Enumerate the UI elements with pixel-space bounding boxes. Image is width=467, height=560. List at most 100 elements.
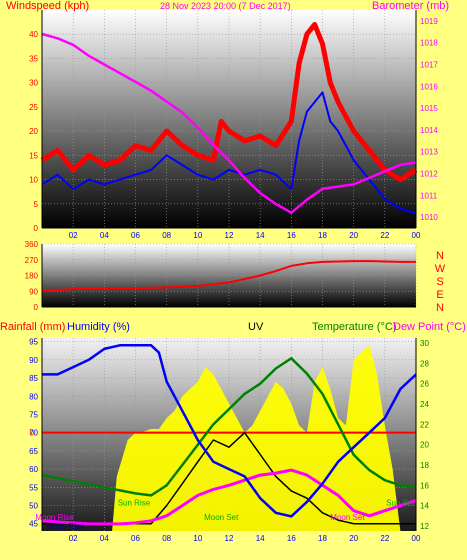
sun-moon-label: Sun Rise bbox=[118, 499, 151, 508]
compass-letter: N bbox=[436, 302, 444, 314]
left-tick-label: 0 bbox=[34, 303, 39, 312]
x-tick-label: 12 bbox=[225, 534, 234, 543]
x-tick-label: 18 bbox=[318, 231, 327, 240]
right-tick-label: 24 bbox=[420, 400, 429, 409]
x-tick-label: 16 bbox=[287, 534, 296, 543]
wind-direction-line bbox=[41, 260, 416, 292]
dewpoint-line bbox=[41, 468, 417, 526]
uv-axis-label: UV bbox=[248, 321, 264, 333]
right-tick-label: 1015 bbox=[420, 104, 438, 113]
sun-moon-label: Moon Rise bbox=[46, 522, 85, 531]
left-tick-label: 15 bbox=[29, 151, 38, 160]
wind-plot-area bbox=[42, 10, 416, 228]
x-tick-label: 02 bbox=[69, 534, 78, 543]
x-tick-label: 00 bbox=[412, 534, 421, 543]
right-tick-label: 1014 bbox=[420, 126, 438, 135]
left-tick-label: 180 bbox=[25, 272, 39, 281]
chart-title: 28 Nov 2023 20:00 (7 Dec 2017) bbox=[160, 1, 291, 11]
right-tick-label: 26 bbox=[420, 380, 429, 389]
left-tick-label: 20 bbox=[29, 127, 38, 136]
x-tick-label: 06 bbox=[131, 534, 140, 543]
right-tick-label: 1016 bbox=[420, 82, 438, 91]
x-tick-label: 22 bbox=[380, 231, 389, 240]
compass-letter: N bbox=[436, 250, 444, 262]
left-tick-label: 55 bbox=[29, 483, 38, 492]
compass-letter: S bbox=[436, 276, 443, 288]
x-tick-label: 10 bbox=[193, 534, 202, 543]
right-tick-label: 1019 bbox=[420, 17, 438, 26]
right-tick-label: 12 bbox=[420, 522, 429, 531]
x-tick-label: 12 bbox=[225, 231, 234, 240]
uv-line bbox=[42, 431, 416, 525]
left-tick-label: 360 bbox=[25, 240, 39, 249]
temperature-humidity-panel: 0 45 50 55 60 65 70 75 80 85 90 95 02 04 06 08 10 12 14 16… bbox=[0, 321, 466, 543]
direction-series bbox=[41, 260, 416, 292]
humidity-line bbox=[42, 344, 417, 518]
x-tick-label: 08 bbox=[162, 231, 171, 240]
x-tick-label: 02 bbox=[69, 231, 78, 240]
right-tick-label: 22 bbox=[420, 420, 429, 429]
x-tick-label: 06 bbox=[131, 231, 140, 240]
left-tick-label: 85 bbox=[29, 374, 38, 383]
right-tick-label: 1011 bbox=[420, 191, 438, 200]
rainfall-axis-label: Rainfall (mm) bbox=[0, 321, 65, 333]
right-tick-label: 30 bbox=[420, 339, 429, 348]
windspeed-average-line bbox=[41, 91, 417, 215]
right-tick-label: 28 bbox=[420, 359, 429, 368]
x-tick-label: 14 bbox=[256, 534, 265, 543]
right-tick-label: 1010 bbox=[420, 213, 438, 222]
x-tick-label: 20 bbox=[349, 231, 358, 240]
right-tick-label: 1017 bbox=[420, 61, 438, 70]
humidity-axis-label: Humidity (%) bbox=[67, 321, 130, 333]
x-tick-label: 10 bbox=[193, 231, 202, 240]
left-tick-label: 50 bbox=[29, 502, 38, 511]
right-tick-label: 1013 bbox=[420, 148, 438, 157]
windspeed-axis-label: Windspeed (kph) bbox=[6, 0, 89, 12]
left-tick-label: 90 bbox=[29, 356, 38, 365]
left-tick-label: 35 bbox=[29, 54, 38, 63]
windspeed-gust-line bbox=[40, 22, 418, 183]
right-tick-label: 16 bbox=[420, 481, 429, 490]
right-tick-label: 20 bbox=[420, 441, 429, 450]
left-tick-label: 45 bbox=[29, 520, 38, 529]
right-tick-label: 1012 bbox=[420, 170, 438, 179]
x-tick-label: 14 bbox=[256, 231, 265, 240]
left-tick-label: 10 bbox=[29, 176, 38, 185]
left-tick-label: 270 bbox=[25, 256, 39, 265]
sun-moon-label: Sun Set bbox=[386, 499, 415, 508]
x-tick-label: 18 bbox=[318, 534, 327, 543]
left-tick-label: 90 bbox=[29, 287, 38, 296]
x-tick-label: 08 bbox=[162, 534, 171, 543]
barometer-line bbox=[41, 32, 417, 214]
temp-series: 0 bbox=[30, 344, 417, 531]
left-tick-label: 30 bbox=[29, 79, 38, 88]
temperature-line bbox=[41, 357, 417, 497]
left-tick-label: 95 bbox=[29, 338, 38, 347]
left-tick-label: 60 bbox=[29, 465, 38, 474]
compass-letter: E bbox=[436, 289, 443, 301]
dewpoint-axis-label: Dew Point (°C) bbox=[393, 321, 466, 333]
right-tick-label: 14 bbox=[420, 502, 429, 511]
x-tick-label: 04 bbox=[100, 534, 109, 543]
rainfall-zero-label: 0 bbox=[30, 429, 35, 438]
sun-moon-label: Moon Rise bbox=[35, 513, 74, 522]
right-tick-label: 18 bbox=[420, 461, 429, 470]
x-tick-label: 00 bbox=[412, 231, 421, 240]
x-tick-label: 16 bbox=[287, 231, 296, 240]
left-tick-label: 70 bbox=[29, 429, 38, 438]
x-tick-label: 20 bbox=[349, 534, 358, 543]
sun-moon-label: Moon Set bbox=[204, 513, 239, 522]
left-tick-label: 65 bbox=[29, 447, 38, 456]
direction-ticks: 0 90 180 270 360 bbox=[25, 240, 39, 312]
wind-series bbox=[40, 22, 418, 215]
sun-moon-annotations: Sun Rise Sun Set Moon Rise Moon Set Moon Set… bbox=[35, 499, 415, 532]
left-tick-label: 75 bbox=[29, 410, 38, 419]
left-tick-label: 25 bbox=[29, 103, 38, 112]
temperature-axis-label: Temperature (°C) bbox=[312, 321, 396, 333]
